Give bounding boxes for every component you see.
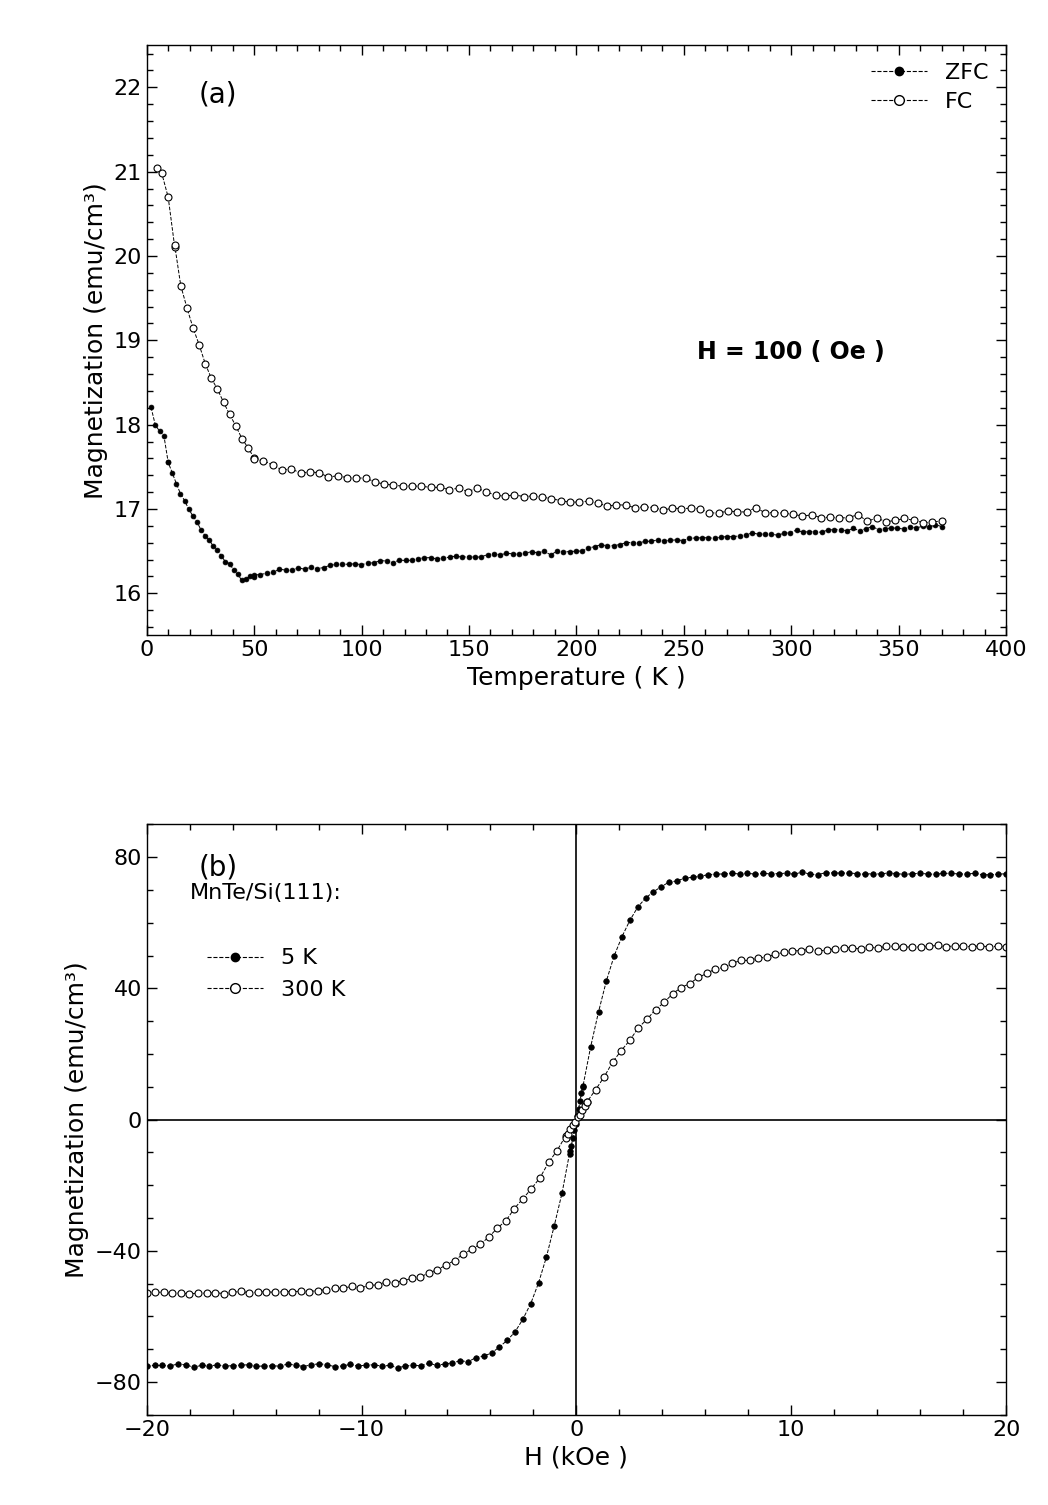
- Legend: ZFC, FC: ZFC, FC: [865, 56, 995, 119]
- Text: (b): (b): [198, 853, 238, 882]
- X-axis label: Temperature ( K ): Temperature ( K ): [467, 665, 685, 689]
- Y-axis label: Magnetization (emu/cm³): Magnetization (emu/cm³): [65, 962, 89, 1278]
- X-axis label: H (kOe ): H (kOe ): [524, 1445, 629, 1469]
- Text: H = 100 ( Oe ): H = 100 ( Oe ): [697, 340, 885, 364]
- Text: (a): (a): [198, 81, 237, 108]
- Y-axis label: Magnetization (emu/cm³): Magnetization (emu/cm³): [84, 182, 108, 498]
- Legend: 5 K, 300 K: 5 K, 300 K: [201, 942, 352, 1007]
- Text: MnTe/Si(111):: MnTe/Si(111):: [190, 883, 342, 903]
